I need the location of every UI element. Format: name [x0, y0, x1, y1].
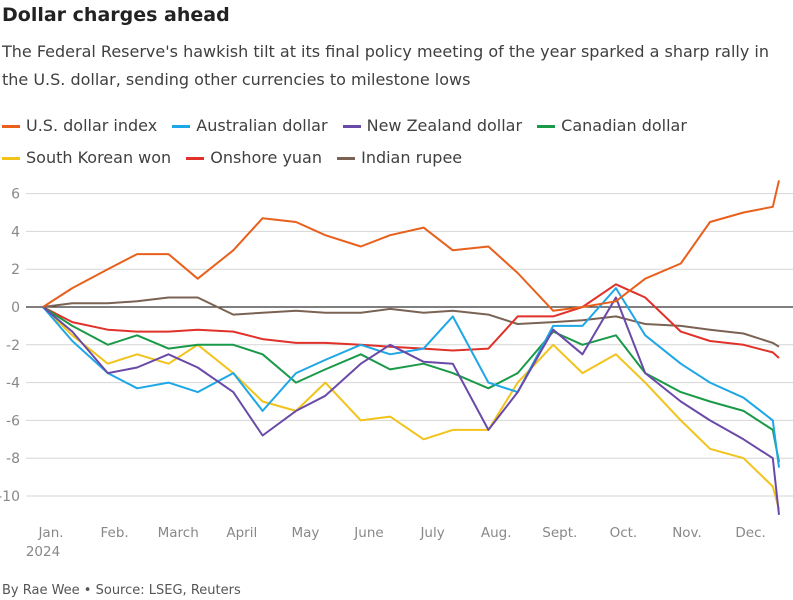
x-tick-label: Nov. [672, 525, 702, 541]
x-tick-label: Sept. [542, 525, 577, 541]
y-tick-label: 0 [11, 300, 20, 316]
legend-label: Australian dollar [196, 116, 328, 135]
series-line-south-korean-won [42, 306, 780, 510]
x-tick-label: Feb. [100, 525, 128, 541]
chart-title: Dollar charges ahead [2, 4, 230, 26]
x-tick-label: Dec. [735, 525, 765, 541]
y-tick-label: -4 [6, 376, 20, 392]
y-tick-label: 6 [11, 187, 20, 203]
legend-swatch [2, 125, 20, 128]
x-tick-label: June [353, 525, 383, 541]
legend-label: Indian rupee [361, 148, 463, 167]
x-tick-label: April [226, 525, 257, 541]
series-line-indian-rupee [42, 296, 780, 348]
chart-subtitle: The Federal Reserve's hawkish tilt at it… [2, 42, 770, 89]
legend-item: Australian dollar [172, 116, 328, 135]
legend-item: Canadian dollar [537, 116, 687, 135]
x-tick-year: 2024 [26, 544, 60, 560]
series-line-onshore-yuan [42, 283, 780, 359]
legend: U.S. dollar index Australian dollar New … [2, 110, 792, 174]
series-line-u-s-dollar-index [42, 180, 780, 312]
legend-item: Indian rupee [337, 148, 462, 167]
legend-item: Onshore yuan [186, 148, 322, 167]
legend-swatch [186, 157, 205, 160]
y-tick-label: -6 [6, 413, 20, 429]
x-tick-label: July [419, 525, 444, 541]
legend-item: New Zealand dollar [342, 116, 523, 135]
x-tick-label: March [158, 525, 199, 541]
series-line-new-zealand-dollar [42, 296, 780, 516]
legend-swatch [337, 157, 356, 160]
x-tick-label: Jan. [37, 525, 63, 541]
legend-swatch [172, 125, 191, 128]
source-credit: By Rae Wee • Source: LSEG, Reuters [2, 583, 241, 598]
y-tick-label: -2 [6, 338, 20, 354]
y-tick-label: -10 [0, 489, 20, 505]
x-tick-label: May [291, 525, 319, 541]
y-tick-label: 2 [11, 262, 20, 278]
legend-item: South Korean won [2, 148, 171, 167]
legend-item: U.S. dollar index [2, 116, 157, 135]
legend-label: New Zealand dollar [366, 116, 523, 135]
y-tick-label: -8 [6, 451, 20, 467]
legend-label: U.S. dollar index [26, 116, 158, 135]
legend-swatch [342, 125, 361, 128]
legend-swatch [537, 125, 556, 128]
series-line-canadian-dollar [42, 306, 780, 463]
line-chart: 6 4 2 0 -2 -4 -6 -8 -10 Jan. Feb. March April May June… [0, 180, 793, 560]
legend-swatch [2, 157, 20, 160]
legend-label: Onshore yuan [210, 148, 322, 167]
y-tick-label: 4 [11, 224, 20, 240]
legend-label: Canadian dollar [561, 116, 687, 135]
x-tick-label: Aug. [481, 525, 512, 541]
legend-label: South Korean won [26, 148, 172, 167]
series-line-australian-dollar [42, 287, 780, 468]
x-tick-label: Oct. [610, 525, 638, 541]
